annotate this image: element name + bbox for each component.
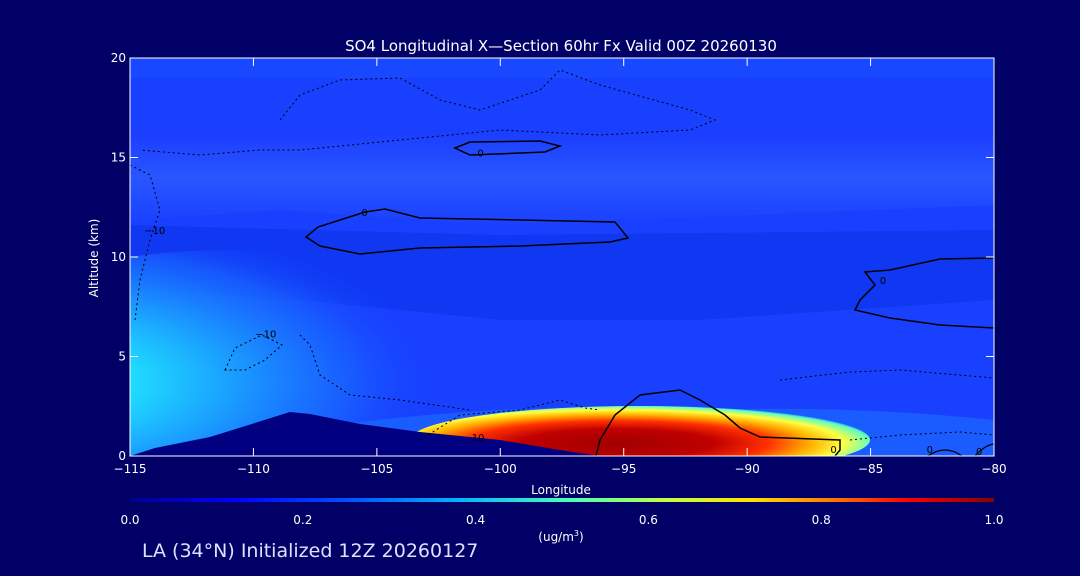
y-tick-label: 20 [111,51,126,65]
contour-label: −10 [255,330,276,341]
x-axis-label: Longitude [531,483,591,497]
x-tick-label: −95 [611,462,636,476]
chart-title: SO4 Longitudinal X—Section 60hr Fx Valid… [345,37,777,55]
plot-area [130,58,994,456]
x-tick-label: −100 [484,462,517,476]
upper-bright-band [130,58,994,78]
terrain [130,412,600,456]
colorbar: 0.0 0.2 0.4 0.6 0.8 1.0 (ug/m3) [120,498,1004,544]
y-axis-label: Altitude (km) [87,219,101,298]
contour-line [853,257,994,329]
contour-label: 0 [880,276,886,287]
surface-max [410,406,870,456]
y-tick-label: 0 [118,449,126,463]
y-tick-label: 15 [111,151,126,165]
y-tick-label: 10 [111,250,126,264]
colorbar-tick-label: 0.6 [639,513,658,527]
colorbar-tick-label: 1.0 [984,513,1003,527]
contour-label: 0 [477,149,483,160]
y-tick-label: 5 [118,350,126,364]
contour-line [304,208,630,255]
x-tick-label: −85 [858,462,883,476]
contour-label: 0 [361,208,367,219]
colorbar-tick-label: 0.8 [812,513,831,527]
units-sup: 3 [574,529,579,538]
contour-label: 0 [830,445,836,456]
x-axis: −115 −110 −105 −100 −95 −90 −85 −80 [114,58,1007,476]
colorbar-tick-label: 0.4 [466,513,485,527]
colorbar-tick-label: 0.0 [120,513,139,527]
units-suffix: ) [579,530,584,544]
contour-labels: 0 0 −10 −10 0 10 0 0 0 [144,149,982,458]
init-footer: LA (34°N) Initialized 12Z 20260127 [142,540,479,562]
contour-line [849,431,994,441]
y-axis: 0 5 10 15 20 [111,51,994,463]
x-tick-label: −105 [360,462,393,476]
x-tick-label: −90 [734,462,759,476]
x-tick-label: −115 [114,462,147,476]
contour-label: −10 [144,226,165,237]
units-prefix: (ug/m [538,530,574,544]
colorbar-gradient [130,498,994,502]
contour-label: 0 [927,445,933,456]
contour-line [224,334,283,371]
contour-line [595,389,841,456]
upper-haze-band [130,130,994,225]
x-tick-label: −80 [981,462,1006,476]
contour-line [779,369,994,381]
contour-label: 10 [472,433,485,444]
colorbar-ticks: 0.0 0.2 0.4 0.6 0.8 1.0 [120,513,1003,527]
west-mid-plume [130,250,530,456]
contour-line [927,443,994,456]
contour-label: 0 [976,447,982,458]
colorbar-units: (ug/m3) [538,529,583,544]
contour-line [453,140,563,156]
contour-line [299,334,471,411]
x-tick-label: −110 [237,462,270,476]
colorbar-tick-label: 0.2 [293,513,312,527]
